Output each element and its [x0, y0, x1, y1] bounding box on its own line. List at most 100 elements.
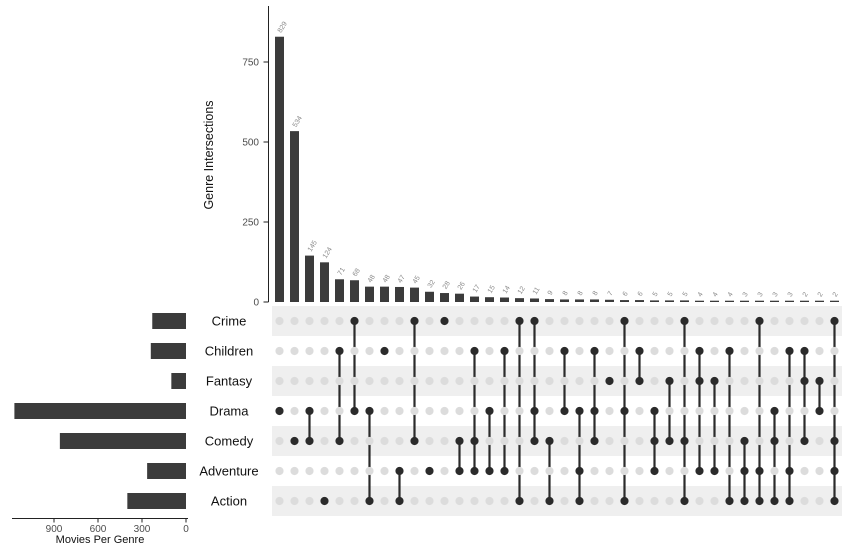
matrix-dot-active: [650, 436, 659, 446]
matrix-dot-inactive: [800, 406, 809, 416]
matrix-dot-inactive: [785, 376, 794, 386]
matrix-dot-active: [725, 496, 734, 506]
genre-label: Fantasy: [206, 374, 253, 389]
matrix-dot-inactive: [320, 346, 329, 356]
intersection-value-label: 2: [802, 291, 810, 298]
matrix-dot-active: [635, 376, 644, 386]
matrix-dot-inactive: [590, 466, 599, 476]
intersection-bar: [680, 300, 689, 302]
intersection-bar: [320, 262, 329, 302]
matrix-dot-inactive: [275, 466, 284, 476]
matrix-dot-active: [365, 406, 374, 416]
matrix-dot-inactive: [455, 376, 464, 386]
intersection-value-label: 145: [307, 239, 319, 253]
matrix-dot-inactive: [485, 346, 494, 356]
matrix-dot-inactive: [785, 436, 794, 446]
matrix-dot-inactive: [605, 346, 614, 356]
matrix-dot-active: [485, 466, 494, 476]
intersection-bar: [290, 131, 299, 302]
matrix-dot-inactive: [830, 376, 839, 386]
matrix-dot-active: [485, 406, 494, 416]
matrix-dot-active: [815, 376, 824, 386]
matrix-dot-inactive: [770, 466, 779, 476]
matrix-dot-inactive: [455, 346, 464, 356]
intersection-bar: [395, 286, 404, 302]
matrix-dot-inactive: [410, 346, 419, 356]
intersection-value-label: 5: [682, 291, 690, 298]
matrix-dot-inactive: [470, 376, 479, 386]
y-tick-label: 750: [242, 58, 259, 69]
matrix-dot-inactive: [575, 436, 584, 446]
matrix-dot-active: [680, 316, 689, 326]
matrix-dot-inactive: [725, 316, 734, 326]
matrix-dot-active: [800, 436, 809, 446]
matrix-dot-inactive: [275, 316, 284, 326]
matrix-dot-inactive: [605, 436, 614, 446]
matrix-dot-inactive: [590, 316, 599, 326]
intersection-bar: [605, 299, 614, 302]
matrix-dot-inactive: [470, 496, 479, 506]
matrix-dot-inactive: [815, 436, 824, 446]
matrix-dot-inactive: [350, 376, 359, 386]
matrix-dot-inactive: [365, 466, 374, 476]
matrix-dot-active: [830, 496, 839, 506]
matrix-dot-active: [350, 406, 359, 416]
matrix-dot-inactive: [650, 346, 659, 356]
matrix-dot-active: [590, 346, 599, 356]
matrix-dot-inactive: [320, 406, 329, 416]
matrix-dot-inactive: [620, 436, 629, 446]
intersection-value-label: 4: [712, 291, 720, 298]
matrix-dot-inactive: [665, 466, 674, 476]
intersection-value-label: 32: [427, 279, 437, 289]
matrix-dot-active: [425, 466, 434, 476]
matrix-dot-inactive: [350, 496, 359, 506]
matrix-dot-inactive: [560, 436, 569, 446]
matrix-dot-active: [470, 346, 479, 356]
intersection-value-label: 12: [517, 285, 527, 295]
set-size-bar: [14, 403, 186, 419]
matrix-dot-inactive: [425, 496, 434, 506]
matrix-dot-active: [605, 376, 614, 386]
genre-label: Adventure: [199, 464, 258, 479]
matrix-dot-active: [740, 436, 749, 446]
matrix-dot-active: [650, 406, 659, 416]
matrix-dot-inactive: [560, 496, 569, 506]
intersection-bar: [440, 293, 449, 302]
intersection-value-label: 26: [457, 281, 467, 291]
matrix-dot-inactive: [650, 376, 659, 386]
intersection-bar: [350, 280, 359, 302]
matrix-dot-inactive: [770, 376, 779, 386]
matrix-dot-inactive: [560, 316, 569, 326]
set-size-bar: [59, 433, 186, 449]
intersection-bar: [425, 291, 434, 302]
matrix-dot-inactive: [305, 466, 314, 476]
matrix-dot-inactive: [485, 436, 494, 446]
genre-label: Children: [205, 344, 253, 359]
matrix-dot-inactive: [350, 436, 359, 446]
matrix-dot-inactive: [680, 406, 689, 416]
matrix-dot-active: [830, 436, 839, 446]
matrix-dot-inactive: [680, 376, 689, 386]
matrix-dot-active: [530, 436, 539, 446]
matrix-dot-inactive: [380, 436, 389, 446]
matrix-dot-inactive: [395, 376, 404, 386]
intersection-bar: [575, 299, 584, 302]
matrix-dot-inactive: [605, 466, 614, 476]
matrix-dot-active: [770, 436, 779, 446]
intersection-bar: [590, 299, 599, 302]
matrix-dot-inactive: [365, 436, 374, 446]
matrix-dot-active: [305, 436, 314, 446]
intersection-value-label: 47: [397, 274, 407, 284]
matrix-dot-inactive: [500, 376, 509, 386]
matrix-dot-active: [815, 406, 824, 416]
matrix-dot-active: [620, 496, 629, 506]
matrix-dot-inactive: [830, 346, 839, 356]
matrix-dot-inactive: [695, 496, 704, 506]
intersection-bar: [275, 36, 284, 302]
matrix-dot-inactive: [665, 316, 674, 326]
matrix-dot-inactive: [290, 496, 299, 506]
matrix-dot-inactive: [470, 406, 479, 416]
matrix-dot-active: [320, 496, 329, 506]
